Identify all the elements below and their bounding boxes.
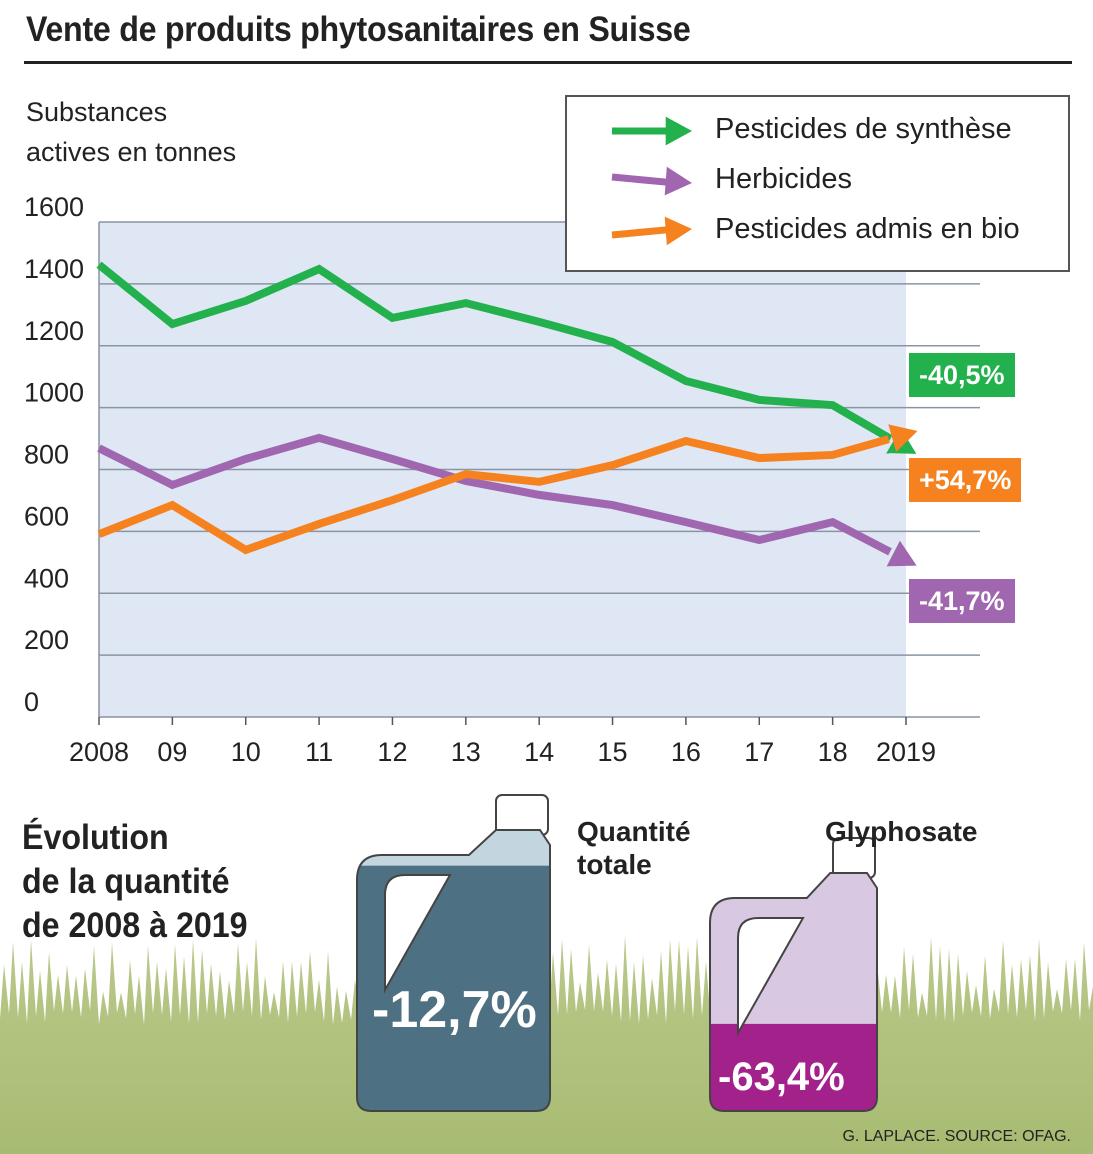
x-tick-label: 16 xyxy=(671,737,701,767)
jug-handle xyxy=(737,917,805,1037)
x-tick-label: 17 xyxy=(744,737,774,767)
x-tick-label: 10 xyxy=(231,737,261,767)
x-tick-label: 14 xyxy=(524,737,554,767)
jug-total xyxy=(356,794,551,1112)
x-tick-label: 2008 xyxy=(69,737,129,767)
x-tick-label: 18 xyxy=(818,737,848,767)
legend: Pesticides de synthèse Herbicides Pestic… xyxy=(565,95,1070,272)
series-line-2 xyxy=(97,435,890,555)
y-tick-label: 400 xyxy=(24,563,69,593)
legend-arrow-head xyxy=(664,166,692,196)
series-line-0 xyxy=(96,261,893,443)
legend-item-herbicides: Herbicides xyxy=(715,163,852,195)
evolution-title-line: de la quantité xyxy=(22,862,230,901)
legend-arrow-head xyxy=(665,116,692,146)
series-arrow-head-1 xyxy=(886,540,917,567)
change-badge-herbicides: -41,7% xyxy=(909,579,1015,623)
jug-outline xyxy=(709,872,878,1112)
x-tick-label: 12 xyxy=(377,737,407,767)
y-tick-label: 200 xyxy=(24,625,69,655)
x-tick-label: 13 xyxy=(451,737,481,767)
chart-title: Vente de produits phytosanitaires en Sui… xyxy=(26,10,691,49)
jug-outline xyxy=(356,829,551,1112)
y-tick-label: 1000 xyxy=(24,378,84,408)
jug-glyphosate-label: Glyphosate xyxy=(825,816,978,847)
change-badge-bio: +54,7% xyxy=(909,458,1022,502)
x-tick-label: 09 xyxy=(157,737,187,767)
series-line-1 xyxy=(97,433,892,556)
change-badge-synthese: -40,5% xyxy=(909,353,1015,397)
y-axis-label-line: actives en tonnes xyxy=(26,137,237,167)
x-tick-label: 11 xyxy=(305,737,333,767)
legend-arrows xyxy=(611,116,692,246)
jug-glyphosate xyxy=(709,837,878,1112)
y-tick-label: 800 xyxy=(24,440,69,470)
legend-item-synthese: Pesticides de synthèse xyxy=(715,113,1012,145)
evolution-title: Évolution de la quantité de 2008 à 2019 xyxy=(22,816,248,948)
y-axis-label: Substances actives en tonnes xyxy=(26,92,236,172)
jug-total-value: -12,7% xyxy=(372,981,537,1039)
legend-arrow-shaft xyxy=(611,226,668,239)
jug-handle xyxy=(384,874,452,994)
y-tick-label: 1400 xyxy=(24,254,84,284)
y-axis-label-line: Substances xyxy=(26,97,168,127)
legend-arrow-shaft xyxy=(611,173,668,186)
y-tick-label: 1600 xyxy=(24,192,84,222)
evolution-title-line: de 2008 à 2019 xyxy=(22,906,248,945)
evolution-title-line: Évolution xyxy=(22,818,169,857)
line-chart: 0 200 400 600 800 1000 1200 1400 1600 2008 09 10 11 1… xyxy=(24,192,980,767)
x-tick-label: 15 xyxy=(598,737,628,767)
title-divider xyxy=(24,61,1072,64)
jug-total-label: Quantité totale xyxy=(577,815,691,881)
y-tick-label: 1200 xyxy=(24,316,84,346)
jug-label-line: totale xyxy=(577,849,652,880)
x-tick-label: 2019 xyxy=(876,737,936,767)
series-arrow-head-2 xyxy=(888,424,918,452)
jug-glyphosate-value: -63,4% xyxy=(718,1055,845,1099)
jug-label-line: Quantité xyxy=(577,816,691,847)
y-tick-label: 600 xyxy=(24,501,69,531)
legend-item-bio: Pesticides admis en bio xyxy=(715,213,1020,245)
source-credit: G. LAPLACE. SOURCE: OFAG. xyxy=(842,1128,1071,1145)
y-tick-label: 0 xyxy=(24,687,39,717)
legend-arrow-head xyxy=(664,216,692,246)
jug-fill xyxy=(710,1023,877,1111)
